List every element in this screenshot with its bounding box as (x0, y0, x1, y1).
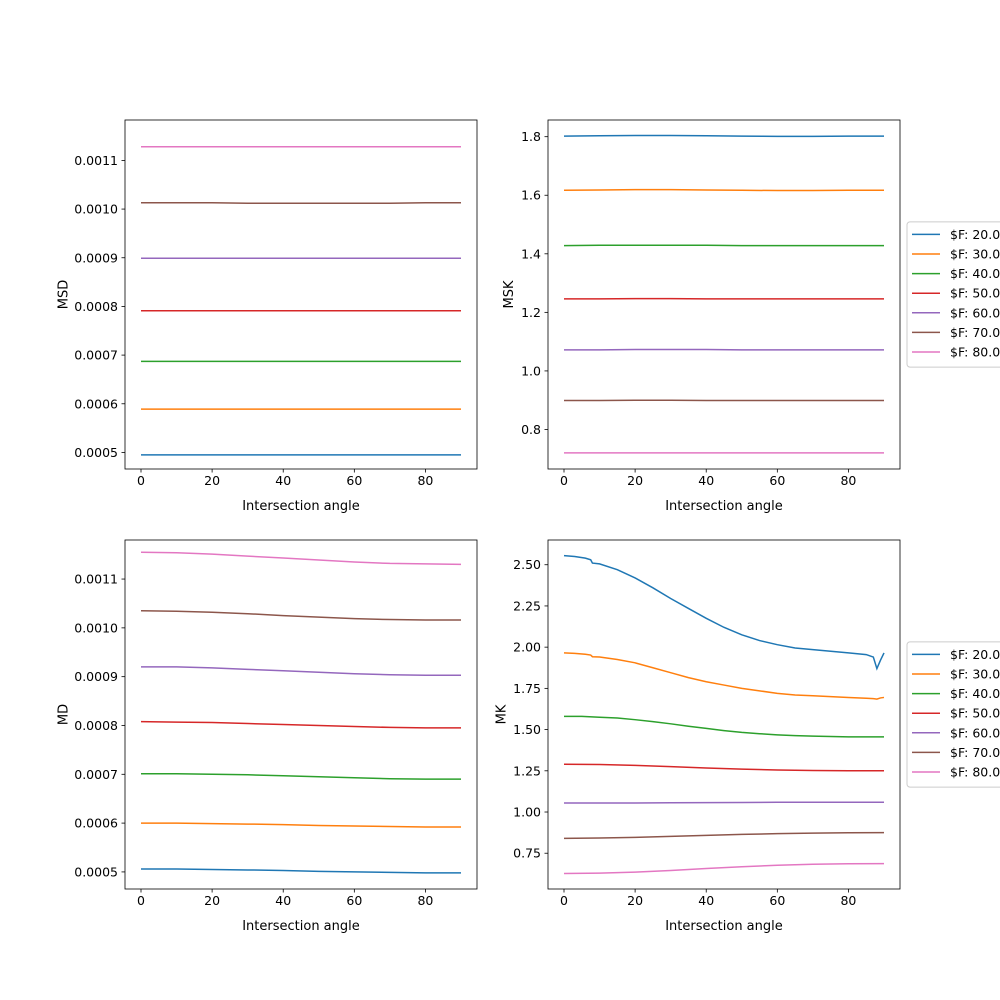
legend-label: $F: 40.0 (950, 266, 1000, 281)
x-tick-label: 60 (346, 893, 362, 908)
y-tick-label: 0.0010 (74, 620, 118, 635)
y-tick-label: 0.0009 (74, 669, 118, 684)
y-tick-label: 1.25 (513, 763, 541, 778)
y-tick-label: 0.0005 (74, 445, 118, 460)
x-tick-label: 40 (275, 473, 291, 488)
legend-label: $F: 30.0 (950, 247, 1000, 262)
axes-frame (124, 119, 478, 470)
x-tick-label: 20 (627, 473, 643, 488)
x-tick-label: 80 (417, 473, 433, 488)
x-tick-label: 0 (137, 473, 145, 488)
series-line-7 (563, 862, 885, 875)
series-line-1 (141, 868, 461, 874)
y-tick-label: 0.0006 (74, 816, 118, 831)
y-tick-label: 2.25 (513, 598, 541, 613)
y-tick-label: 0.0008 (74, 299, 118, 314)
y-axis-label: MSK (502, 280, 517, 308)
x-tick-label: 20 (204, 473, 220, 488)
legend-label: $F: 50.0 (950, 706, 1000, 721)
y-tick-label: 1.0 (521, 363, 541, 378)
legend: $F: 20.0 $F: 30.0 $F: 40.0 $F: 50.0 $F: 60.0… (906, 221, 1000, 368)
series-line-2 (141, 822, 461, 828)
y-tick-label: 1.4 (521, 246, 541, 261)
series-line-4 (140, 720, 461, 729)
x-tick-label: 40 (275, 893, 291, 908)
legend-label: $F: 20.0 (950, 647, 1000, 662)
x-tick-label: 60 (346, 473, 362, 488)
x-tick-label: 0 (560, 893, 568, 908)
legend-frame (906, 221, 1000, 368)
subplot-msd: 0 20 40 60 80 0.0005 0.0006 0.0007 0.0008 0.0009 0… (56, 119, 478, 514)
x-tick-label: 20 (627, 893, 643, 908)
y-tick-label: 1.50 (513, 722, 541, 737)
legend-label: $F: 40.0 (950, 686, 1000, 701)
y-tick-label: 1.00 (513, 805, 541, 820)
series-line-5 (141, 666, 461, 676)
y-tick-label: 0.0005 (74, 864, 118, 879)
series-line-3 (141, 773, 461, 780)
y-tick-label: 0.0007 (74, 767, 118, 782)
y-tick-label: 0.0011 (74, 572, 118, 587)
x-tick-label: 60 (769, 893, 785, 908)
subplot-mk: 0 20 40 60 80 0.75 1.00 1.25 1.50 1.75 2.00 2.25 2.5… (495, 539, 1000, 934)
subplot-md: 0 20 40 60 80 0.0005 0.0006 0.0007 0.0008 0.0009 0… (56, 539, 478, 934)
series-line-7 (140, 551, 462, 566)
series-line-5 (564, 801, 884, 804)
y-tick-label: 0.8 (521, 422, 541, 437)
y-tick-label: 2.00 (513, 640, 541, 655)
y-tick-label: 1.8 (521, 129, 541, 144)
legend-label: $F: 70.0 (950, 325, 1000, 340)
legend-label: $F: 70.0 (950, 745, 1000, 760)
y-tick-label: 0.0010 (74, 202, 118, 217)
x-tick-label: 40 (698, 893, 714, 908)
legend-label: $F: 20.0 (950, 227, 1000, 242)
x-tick-label: 80 (840, 473, 856, 488)
series-line-2 (563, 652, 885, 700)
x-axis-label: Intersection angle (242, 919, 360, 934)
y-tick-label: 0.75 (513, 846, 541, 861)
y-tick-label: 2.50 (513, 557, 541, 572)
x-tick-label: 80 (417, 893, 433, 908)
y-tick-label: 0.0009 (74, 250, 118, 265)
y-tick-label: 0.0011 (74, 153, 118, 168)
x-axis-label: Intersection angle (665, 499, 783, 514)
series-line-2 (563, 188, 884, 192)
axes-frame (124, 539, 478, 890)
y-axis-label: MSD (56, 280, 71, 309)
y-axis-label: MK (495, 704, 510, 724)
x-tick-label: 60 (769, 473, 785, 488)
legend-label: $F: 30.0 (950, 667, 1000, 682)
x-axis-label: Intersection angle (665, 919, 783, 934)
legend: $F: 20.0 $F: 30.0 $F: 40.0 $F: 50.0 $F: 60.0… (906, 641, 1000, 788)
y-tick-label: 0.0006 (74, 396, 118, 411)
series-line-6 (563, 831, 885, 840)
x-tick-label: 0 (560, 473, 568, 488)
x-tick-label: 40 (698, 473, 714, 488)
series-line-4 (563, 763, 884, 772)
y-axis-label: MD (56, 704, 71, 725)
legend-label: $F: 80.0 (950, 765, 1000, 780)
legend-label: $F: 60.0 (950, 725, 1000, 740)
series-line-1 (563, 554, 885, 671)
x-tick-label: 80 (840, 893, 856, 908)
legend-frame (906, 641, 1000, 788)
y-tick-label: 1.75 (513, 681, 541, 696)
x-axis-label: Intersection angle (242, 499, 360, 514)
series-line-1 (563, 134, 884, 138)
legend-label: $F: 50.0 (950, 286, 1000, 301)
subplot-msk: 0 20 40 60 80 0.8 1.0 1.2 1.4 1.6 1.8 Intersection … (502, 119, 1000, 514)
series-line-3 (564, 715, 884, 738)
y-tick-label: 1.6 (521, 188, 541, 203)
y-tick-label: 0.0008 (74, 718, 118, 733)
y-tick-label: 0.0007 (74, 348, 118, 363)
x-tick-label: 20 (204, 893, 220, 908)
series-line-6 (140, 610, 461, 621)
legend-label: $F: 60.0 (950, 305, 1000, 320)
legend-label: $F: 80.0 (950, 345, 1000, 360)
axes-frame (547, 119, 901, 470)
axes-frame (547, 539, 901, 890)
y-tick-label: 1.2 (521, 305, 541, 320)
x-tick-label: 0 (137, 893, 145, 908)
